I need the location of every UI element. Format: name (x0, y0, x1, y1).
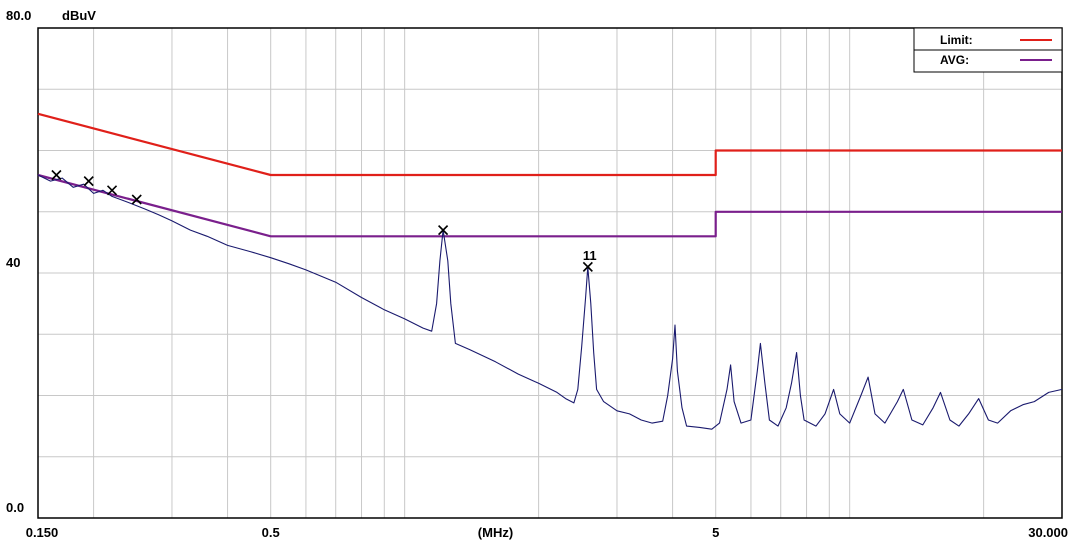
grid (38, 28, 1062, 518)
peak-marker: 11 (582, 248, 597, 272)
y-tick-label: 80.0 (6, 8, 31, 23)
x-tick-label: 0.150 (26, 525, 59, 540)
peak-marker (131, 194, 142, 205)
peak-marker (106, 185, 118, 196)
y-tick-label: 40 (6, 255, 20, 270)
legend: Limit: AVG: (913, 27, 1063, 73)
y-tick-label: 0.0 (6, 500, 24, 515)
y-axis-label: dBuV (62, 8, 96, 23)
marker-layer: 11 (51, 169, 597, 272)
legend-label: Limit: (940, 33, 973, 47)
x-tick-labels: 0.150 0.5 (MHz) 5 30.000 (26, 525, 1068, 540)
peak-marker (83, 176, 94, 187)
x-tick-label: 5 (712, 525, 719, 540)
peak-marker-label: 11 (583, 248, 597, 263)
series-layer (37, 112, 1063, 430)
peak-marker (51, 169, 62, 181)
series-line-0 (37, 112, 1062, 177)
x-tick-label: 30.000 (1028, 525, 1068, 540)
legend-label: AVG: (940, 53, 969, 67)
x-tick-label: (MHz) (478, 525, 513, 540)
series-line-2 (37, 174, 1063, 430)
x-tick-label: 0.5 (262, 525, 280, 540)
plot-frame (37, 27, 1063, 519)
y-tick-labels: 80.0 40 0.0 (6, 8, 31, 515)
series-line-1 (37, 173, 1062, 238)
peak-marker (438, 225, 449, 236)
